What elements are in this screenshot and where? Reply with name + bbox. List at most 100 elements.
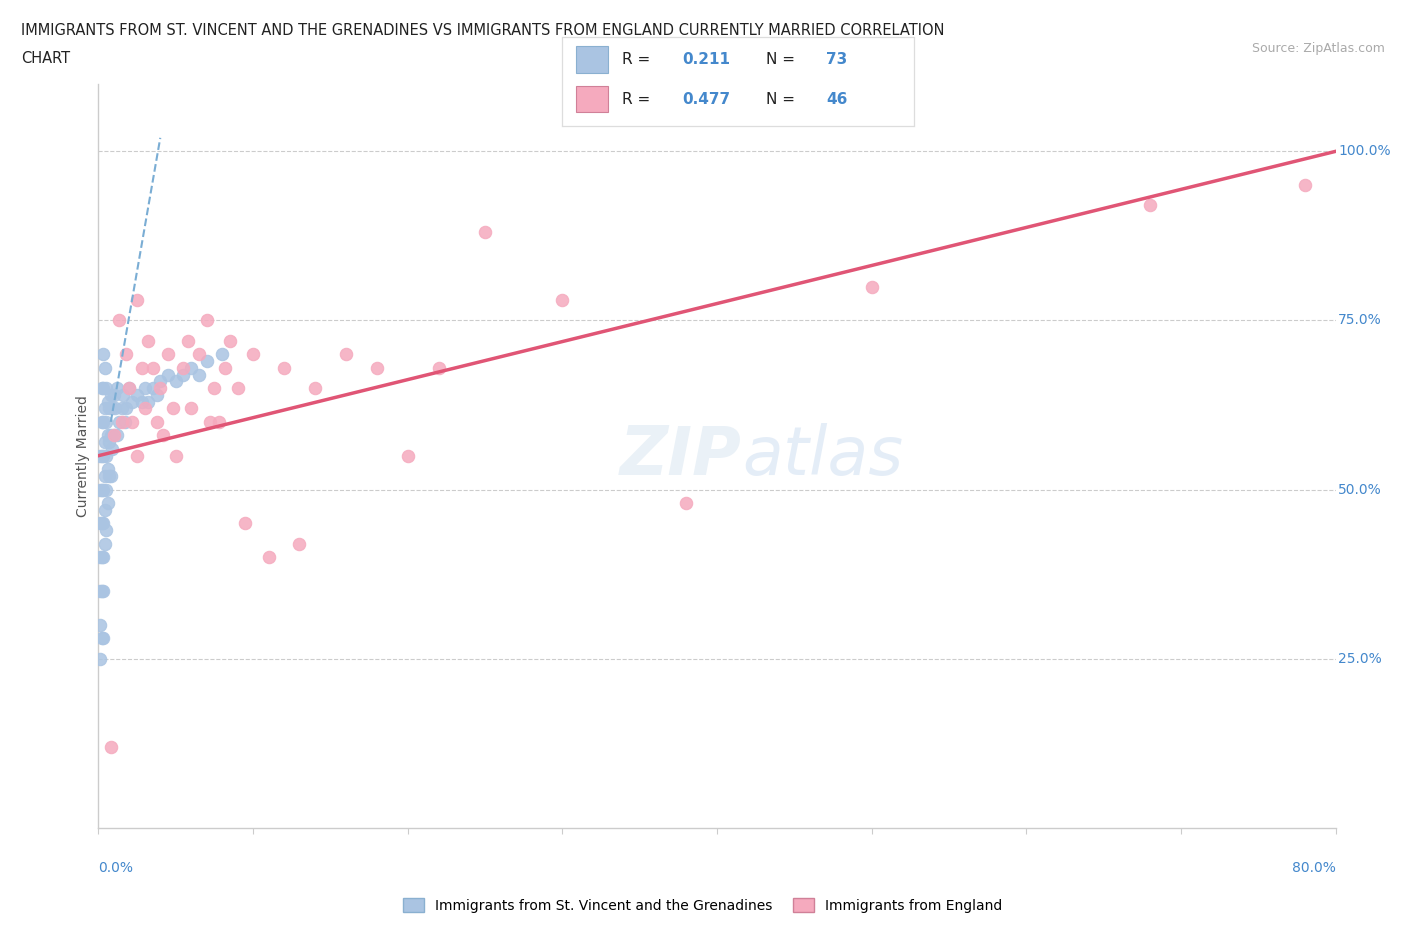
- Point: [97, 496, 120, 511]
- Point: [165, 448, 187, 463]
- Point: [257, 550, 280, 565]
- Point: [100, 739, 122, 754]
- Point: [90, 583, 112, 598]
- Point: [98, 469, 121, 484]
- Point: [90, 516, 112, 531]
- Point: [551, 293, 574, 308]
- Point: [127, 448, 149, 463]
- Point: [195, 313, 218, 328]
- Point: [96, 380, 118, 395]
- Point: [89, 583, 111, 598]
- Text: 46: 46: [827, 91, 848, 107]
- Text: 25.0%: 25.0%: [1339, 652, 1382, 666]
- Point: [107, 415, 129, 430]
- Point: [1139, 198, 1161, 213]
- Point: [90, 448, 112, 463]
- Point: [675, 496, 697, 511]
- Point: [214, 360, 236, 375]
- Point: [141, 360, 165, 375]
- Point: [195, 353, 218, 368]
- Point: [101, 442, 124, 457]
- Point: [188, 347, 211, 362]
- Point: [118, 380, 141, 395]
- Text: ZIP: ZIP: [620, 423, 742, 488]
- Point: [208, 415, 231, 430]
- Point: [188, 367, 211, 382]
- Point: [396, 448, 419, 463]
- Point: [111, 415, 132, 430]
- Point: [89, 550, 111, 565]
- Point: [177, 333, 200, 348]
- Point: [90, 550, 112, 565]
- Text: N =: N =: [766, 91, 800, 107]
- Point: [93, 360, 115, 375]
- Point: [93, 401, 115, 416]
- Text: N =: N =: [766, 52, 800, 67]
- Point: [104, 401, 127, 416]
- Text: IMMIGRANTS FROM ST. VINCENT AND THE GRENADINES VS IMMIGRANTS FROM ENGLAND CURREN: IMMIGRANTS FROM ST. VINCENT AND THE GREN…: [21, 23, 945, 38]
- Point: [90, 631, 112, 645]
- Text: 0.477: 0.477: [682, 91, 730, 107]
- Point: [115, 401, 138, 416]
- Point: [114, 415, 136, 430]
- Text: 80.0%: 80.0%: [1292, 861, 1336, 875]
- Point: [107, 313, 129, 328]
- Point: [89, 448, 111, 463]
- Point: [97, 462, 120, 477]
- Point: [96, 448, 118, 463]
- Point: [146, 415, 169, 430]
- Bar: [576, 46, 607, 73]
- Text: 75.0%: 75.0%: [1339, 313, 1382, 327]
- Point: [121, 394, 143, 409]
- Point: [219, 333, 242, 348]
- Point: [427, 360, 450, 375]
- Point: [93, 502, 115, 517]
- Point: [91, 415, 114, 430]
- Point: [1294, 178, 1316, 193]
- Point: [91, 550, 114, 565]
- Point: [100, 388, 122, 403]
- Point: [149, 380, 172, 395]
- Point: [146, 388, 169, 403]
- Point: [90, 380, 112, 395]
- Point: [112, 388, 135, 403]
- Point: [97, 428, 120, 443]
- Text: 50.0%: 50.0%: [1339, 483, 1382, 497]
- Point: [172, 367, 194, 382]
- Y-axis label: Currently Married: Currently Married: [76, 394, 90, 517]
- Point: [91, 448, 114, 463]
- Bar: [576, 86, 607, 113]
- Point: [89, 516, 111, 531]
- Point: [134, 380, 156, 395]
- Point: [105, 380, 128, 395]
- Point: [165, 374, 187, 389]
- Point: [335, 347, 357, 362]
- Point: [141, 380, 165, 395]
- Point: [134, 401, 156, 416]
- Point: [273, 360, 295, 375]
- Point: [91, 482, 114, 497]
- Point: [157, 347, 180, 362]
- Point: [366, 360, 388, 375]
- Point: [115, 347, 138, 362]
- Point: [100, 428, 122, 443]
- Point: [121, 415, 143, 430]
- Point: [103, 428, 125, 443]
- Text: CHART: CHART: [21, 51, 70, 66]
- Point: [172, 360, 194, 375]
- Point: [136, 394, 159, 409]
- Point: [180, 360, 202, 375]
- Point: [127, 293, 149, 308]
- Point: [136, 333, 159, 348]
- Text: R =: R =: [621, 52, 655, 67]
- Point: [127, 388, 149, 403]
- Point: [91, 583, 114, 598]
- Text: 100.0%: 100.0%: [1339, 144, 1391, 158]
- Point: [105, 428, 128, 443]
- Point: [90, 482, 112, 497]
- Point: [89, 651, 111, 666]
- Point: [226, 380, 249, 395]
- Point: [131, 360, 153, 375]
- Point: [211, 347, 233, 362]
- Point: [96, 523, 118, 538]
